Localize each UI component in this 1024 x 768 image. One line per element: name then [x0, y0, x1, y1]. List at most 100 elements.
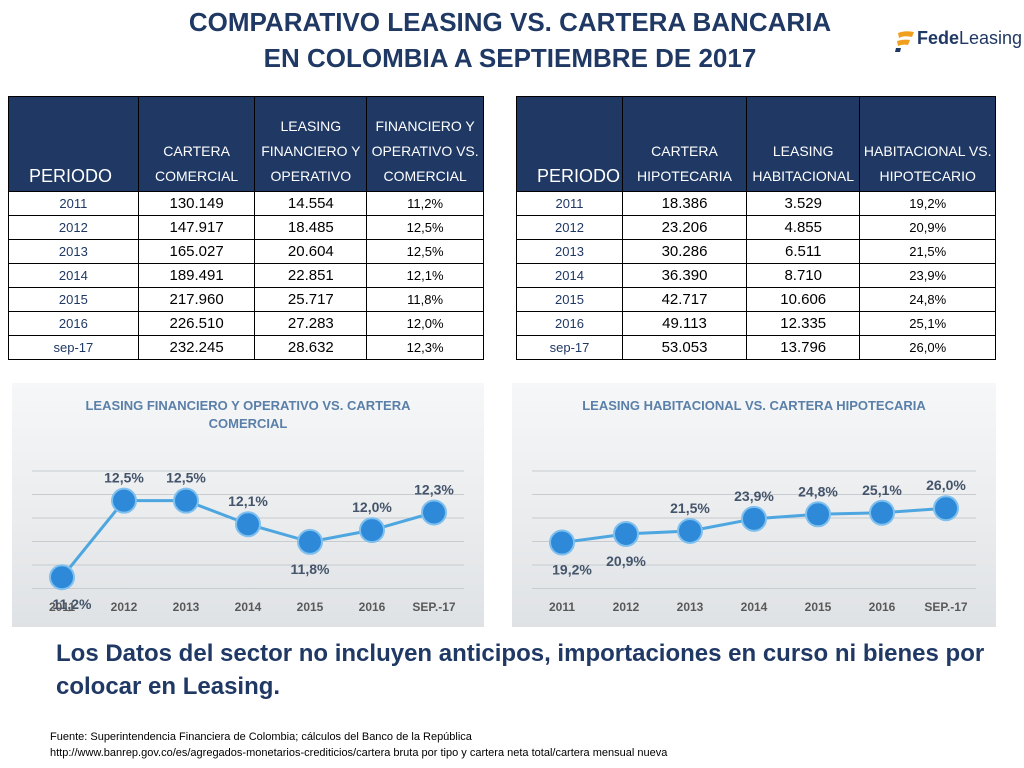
cell-cartera: 189.491	[137, 263, 256, 288]
cell-cartera: 49.113	[622, 311, 747, 336]
x-tick-label: 2015	[805, 600, 832, 614]
cell-leasing: 6.511	[745, 239, 861, 264]
cell-leasing: 28.632	[254, 335, 368, 360]
cell-ratio: 12,0%	[366, 311, 484, 336]
logo-text: FedeLeasing	[917, 28, 1022, 49]
cell-cartera: 217.960	[137, 287, 256, 312]
table-hipotecaria-row: 2011 18.386 3.529 19,2%	[515, 191, 996, 216]
data-label: 20,9%	[606, 553, 646, 569]
table-comercial-row: 2011 130.149 14.554 11,2%	[8, 191, 484, 216]
x-tick-label: 2013	[677, 600, 704, 614]
title-line-1: COMPARATIVO LEASING VS. CARTERA BANCARIA	[188, 7, 832, 37]
header-financiero-vs-comercial: FINANCIERO Y OPERATIVO VS. COMERCIAL	[366, 96, 484, 192]
cell-periodo: 2014	[515, 263, 624, 288]
x-tick-label: 2014	[235, 600, 262, 614]
cell-leasing: 14.554	[254, 191, 368, 216]
cell-periodo: 2016	[8, 311, 139, 336]
header-cartera-hipotecaria: CARTERA HIPOTECARIA	[622, 96, 747, 192]
table-hipotecaria-row: 2013 30.286 6.511 21,5%	[515, 239, 996, 264]
data-point	[933, 495, 959, 522]
x-tick-label: 2015	[297, 600, 324, 614]
cell-periodo: 2011	[8, 191, 139, 216]
cell-ratio: 11,2%	[366, 191, 484, 216]
data-label: 11,2%	[53, 596, 92, 612]
x-tick-label: 2014	[741, 600, 768, 614]
data-label: 19,2%	[552, 562, 592, 578]
data-label: 12,5%	[104, 470, 144, 486]
cell-ratio: 25,1%	[859, 311, 996, 336]
cell-leasing: 3.529	[745, 191, 861, 216]
data-point	[359, 517, 385, 544]
header-periodo: PERIODO	[8, 96, 139, 192]
x-tick-label: 2013	[173, 600, 200, 614]
data-point	[173, 487, 199, 514]
cell-ratio: 12,1%	[366, 263, 484, 288]
cell-periodo: 2012	[515, 215, 624, 240]
header-leasing-financiero: LEASING FINANCIERO Y OPERATIVO	[254, 96, 368, 192]
data-point	[235, 511, 261, 538]
logo-text-part1: Fede	[917, 28, 960, 48]
data-label: 21,5%	[670, 500, 710, 516]
chart-title: COMERCIAL	[209, 416, 288, 431]
x-tick-label: 2016	[359, 600, 386, 614]
data-point	[49, 564, 75, 591]
fedeleasing-logo: FedeLeasing	[895, 28, 1022, 54]
cell-leasing: 25.717	[254, 287, 368, 312]
x-tick-label: 2012	[111, 600, 138, 614]
cell-cartera: 36.390	[622, 263, 747, 288]
cell-cartera: 232.245	[137, 335, 256, 360]
table-hipotecaria-row: sep-17 53.053 13.796 26,0%	[515, 335, 996, 360]
cell-cartera: 226.510	[137, 311, 256, 336]
cell-cartera: 23.206	[622, 215, 747, 240]
header-periodo: PERIODO	[515, 96, 624, 192]
data-label: 25,1%	[862, 482, 902, 498]
cell-ratio: 12,5%	[366, 239, 484, 264]
data-label: 24,8%	[798, 483, 838, 499]
table-comercial-row: 2014 189.491 22.851 12,1%	[8, 263, 484, 288]
data-point	[805, 501, 831, 528]
cell-cartera: 165.027	[137, 239, 256, 264]
cell-ratio: 21,5%	[859, 239, 996, 264]
table-hipotecaria: PERIODO CARTERA HIPOTECARIA LEASING HABI…	[515, 96, 996, 360]
chart-title: LEASING FINANCIERO Y OPERATIVO VS. CARTE…	[85, 398, 411, 413]
table-comercial-row: 2016 226.510 27.283 12,0%	[8, 311, 484, 336]
x-tick-label: 2012	[613, 600, 640, 614]
page-title: COMPARATIVO LEASING VS. CARTERA BANCARIA…	[120, 4, 900, 76]
table-hipotecaria-row: 2016 49.113 12.335 25,1%	[515, 311, 996, 336]
table-comercial: PERIODO CARTERA COMERCIAL LEASING FINANC…	[8, 96, 484, 360]
x-tick-label: 2016	[869, 600, 896, 614]
cell-periodo: 2014	[8, 263, 139, 288]
cell-ratio: 12,5%	[366, 215, 484, 240]
source-line-2: http://www.banrep.gov.co/es/agregados-mo…	[50, 747, 668, 759]
cell-periodo: 2013	[8, 239, 139, 264]
cell-periodo: 2016	[515, 311, 624, 336]
cell-ratio: 26,0%	[859, 335, 996, 360]
cell-leasing: 27.283	[254, 311, 368, 336]
cell-ratio: 23,9%	[859, 263, 996, 288]
data-point	[549, 529, 575, 556]
header-leasing-habitacional: LEASING HABITACIONAL	[745, 96, 861, 192]
table-hipotecaria-row: 2014 36.390 8.710 23,9%	[515, 263, 996, 288]
table-comercial-row: 2012 147.917 18.485 12,5%	[8, 215, 484, 240]
cell-periodo: 2015	[515, 287, 624, 312]
cell-ratio: 24,8%	[859, 287, 996, 312]
cell-leasing: 12.335	[745, 311, 861, 336]
cell-ratio: 12,3%	[366, 335, 484, 360]
x-tick-label: SEP.-17	[924, 600, 967, 614]
cell-leasing: 22.851	[254, 263, 368, 288]
chart-hipotecaria: LEASING HABITACIONAL VS. CARTERA HIPOTEC…	[512, 383, 996, 627]
table-hipotecaria-row: 2012 23.206 4.855 20,9%	[515, 215, 996, 240]
cell-cartera: 147.917	[137, 215, 256, 240]
cell-ratio: 11,8%	[366, 287, 484, 312]
header-habitacional-vs-hipotecario: HABITACIONAL VS. HIPOTECARIO	[859, 96, 996, 192]
cell-leasing: 8.710	[745, 263, 861, 288]
data-point	[111, 487, 137, 514]
cell-periodo: 2011	[515, 191, 624, 216]
cell-cartera: 30.286	[622, 239, 747, 264]
cell-leasing: 20.604	[254, 239, 368, 264]
data-label: 12,3%	[414, 481, 454, 497]
chart-hipotecaria-svg: LEASING HABITACIONAL VS. CARTERA HIPOTEC…	[532, 398, 976, 614]
title-line-2: EN COLOMBIA A SEPTIEMBRE DE 2017	[263, 43, 757, 73]
data-label: 23,9%	[734, 488, 774, 504]
table-comercial-row: 2015 217.960 25.717 11,8%	[8, 287, 484, 312]
